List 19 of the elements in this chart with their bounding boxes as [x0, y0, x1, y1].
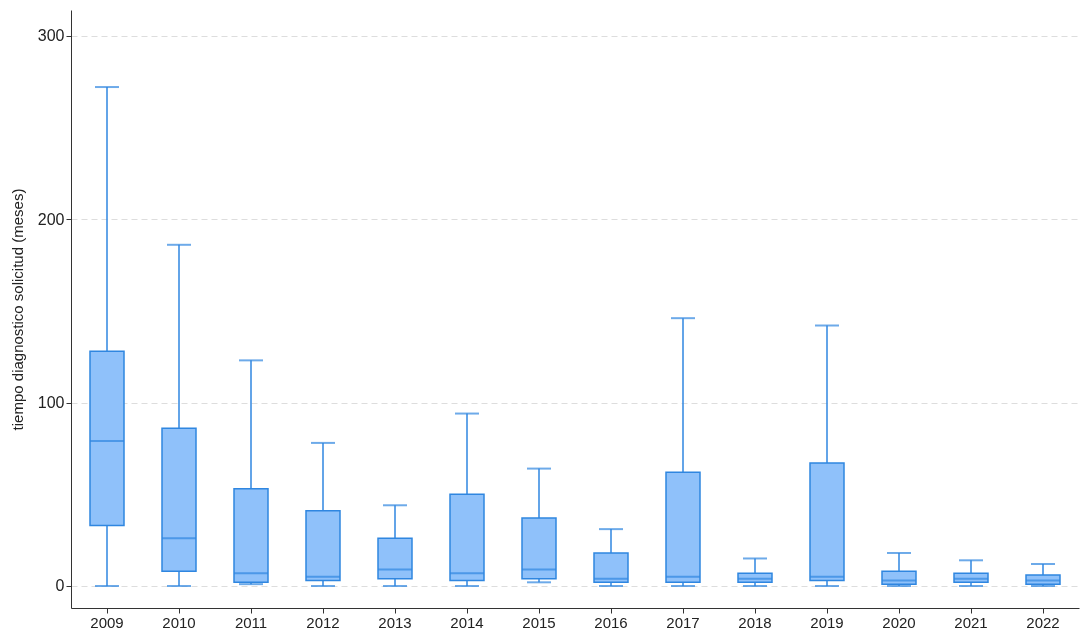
- x-tick-label: 2015: [522, 613, 556, 631]
- x-tick-label: 2018: [738, 613, 772, 631]
- x-tick-label: 2020: [882, 613, 916, 631]
- y-tick-label: 0: [55, 577, 65, 595]
- x-tick-label: 2017: [666, 613, 700, 631]
- x-tick-label: 2021: [954, 613, 988, 631]
- x-tick-label: 2011: [234, 613, 268, 631]
- x-tick-label: 2010: [162, 613, 196, 631]
- y-tick-label: 100: [37, 394, 65, 412]
- x-tick-label: 2019: [810, 613, 844, 631]
- y-tick-label: 200: [37, 210, 65, 228]
- y-tick-label: 300: [37, 27, 65, 45]
- x-tick-label: 2014: [450, 613, 484, 631]
- x-tick-label: 2009: [90, 613, 124, 631]
- x-tick-label: 2022: [1026, 613, 1060, 631]
- x-tick-label: 2013: [378, 613, 412, 631]
- x-tick-label: 2016: [594, 613, 628, 631]
- x-tick-label: 2012: [306, 613, 340, 631]
- y-axis-title: tiempo diagnostico solicitud (meses): [8, 188, 26, 431]
